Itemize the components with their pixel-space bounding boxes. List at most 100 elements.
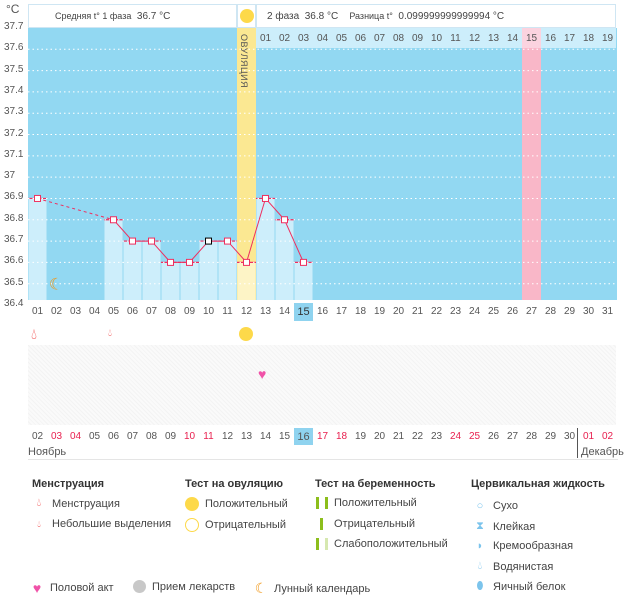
spotting-icon[interactable]: 💧︎ [108,328,112,339]
calendar-date[interactable]: 22 [411,431,424,442]
cycle-day[interactable]: 23 [449,306,462,317]
cycle-day[interactable]: 10 [202,306,215,317]
calendar-date[interactable]: 26 [487,431,500,442]
cycle-day[interactable]: 05 [107,306,120,317]
current-day-highlight [294,303,313,321]
y-tick-label: 37.2 [4,127,24,139]
cycle-day[interactable]: 18 [354,306,367,317]
calendar-date[interactable]: 07 [126,431,139,442]
calendar-date[interactable]: 23 [430,431,443,442]
phase2-day[interactable]: 12 [468,33,481,44]
phase2-day[interactable]: 15 [525,33,538,44]
phase2-day[interactable]: 05 [335,33,348,44]
calendar-date[interactable]: 27 [506,431,519,442]
cycle-day[interactable]: 25 [487,306,500,317]
calendar-date[interactable]: 01 [582,431,595,442]
phase2-day[interactable]: 13 [487,33,500,44]
cycle-day[interactable]: 08 [164,306,177,317]
calendar-date[interactable]: 20 [373,431,386,442]
phase2-day[interactable]: 10 [430,33,443,44]
cycle-day[interactable]: 30 [582,306,595,317]
phase2-day[interactable]: 17 [563,33,576,44]
cycle-day[interactable]: 01 [31,306,44,317]
phase2-day[interactable]: 09 [411,33,424,44]
phase2-day[interactable]: 06 [354,33,367,44]
heart-icon: ♥ [32,580,42,596]
phase2-day[interactable]: 04 [316,33,329,44]
calendar-date[interactable]: 28 [525,431,538,442]
cycle-day[interactable]: 15 [297,306,310,318]
cycle-day[interactable]: 19 [373,306,386,317]
calendar-date[interactable]: 12 [221,431,234,442]
calendar-date[interactable]: 17 [316,431,329,442]
calendar-date[interactable]: 30 [563,431,576,442]
cycle-day[interactable]: 16 [316,306,329,317]
calendar-date[interactable]: 13 [240,431,253,442]
cycle-day[interactable]: 09 [183,306,196,317]
month-december: Декабрь [581,446,624,458]
cycle-day[interactable]: 17 [335,306,348,317]
calendar-date[interactable]: 03 [50,431,63,442]
water-drop-icon: 💧︎ [477,560,483,572]
calendar-date[interactable]: 11 [203,431,214,442]
cycle-day[interactable]: 26 [506,306,519,317]
calendar-date[interactable]: 15 [278,431,291,442]
calendar-date[interactable]: 02 [601,431,614,442]
phase2-day[interactable]: 03 [297,33,310,44]
cycle-day[interactable]: 28 [544,306,557,317]
calendar-date[interactable]: 02 [31,431,44,442]
intercourse-heart-icon[interactable]: ♥ [258,366,267,382]
calendar-date[interactable]: 08 [145,431,158,442]
calendar-date[interactable]: 09 [164,431,177,442]
cycle-day[interactable]: 12 [240,306,253,317]
temperature-bar [218,241,237,300]
calendar-date[interactable]: 16 [294,428,313,445]
phase2-day[interactable]: 02 [278,33,291,44]
cycle-day[interactable]: 03 [69,306,82,317]
cycle-day[interactable]: 11 [222,306,233,317]
temperature-bar [275,219,294,300]
cycle-day[interactable]: 02 [50,306,63,317]
one-line-icon [320,518,328,530]
calendar-date[interactable]: 18 [335,431,348,442]
phase2-day[interactable]: 07 [373,33,386,44]
phase2-day[interactable]: 19 [601,33,614,44]
calendar-date[interactable]: 19 [354,431,367,442]
calendar-date[interactable]: 29 [544,431,557,442]
y-tick-label: 36.5 [4,276,24,288]
month-november: Ноябрь [28,446,67,458]
cycle-day[interactable]: 20 [392,306,405,317]
cycle-day[interactable]: 22 [430,306,443,317]
cycle-day[interactable]: 07 [145,306,158,317]
calendar-date[interactable]: 05 [88,431,101,442]
temperature-point [148,237,155,245]
menstruation-icon[interactable]: 💧︎ [31,326,38,343]
temperature-chart: ☾ [28,28,617,321]
egg-drop-icon: ⬮ [476,580,484,592]
calendar-date[interactable]: 14 [259,431,272,442]
calendar-date[interactable]: 24 [449,431,462,442]
phase2-day[interactable]: 08 [392,33,405,44]
cycle-day[interactable]: 27 [525,306,538,317]
phase2-day[interactable]: 11 [450,33,461,44]
cycle-day[interactable]: 13 [259,306,272,317]
phase2-day[interactable]: 01 [259,33,272,44]
cycle-day[interactable]: 06 [126,306,139,317]
calendar-date[interactable]: 25 [468,431,481,442]
temperature-bar [180,262,199,300]
temperature-bar [142,241,161,300]
phase2-day[interactable]: 18 [582,33,595,44]
calendar-date[interactable]: 10 [183,431,196,442]
cycle-day[interactable]: 31 [601,306,614,317]
phase2-day[interactable]: 14 [506,33,519,44]
calendar-date[interactable]: 21 [392,431,405,442]
cycle-day[interactable]: 21 [411,306,424,317]
phase2-day[interactable]: 16 [544,33,557,44]
calendar-date[interactable]: 04 [69,431,82,442]
cycle-day[interactable]: 14 [278,306,291,317]
cycle-day[interactable]: 04 [88,306,101,317]
ovulation-positive-icon[interactable] [239,327,253,341]
calendar-date[interactable]: 06 [107,431,120,442]
cycle-day[interactable]: 24 [468,306,481,317]
cycle-day[interactable]: 29 [563,306,576,317]
